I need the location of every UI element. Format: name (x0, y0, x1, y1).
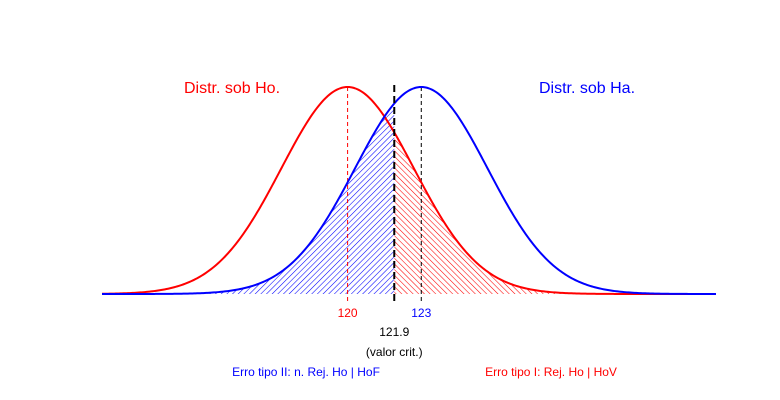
critical-value-caption: (valor crit.) (366, 345, 423, 359)
ha-density-curve (102, 85, 716, 295)
type-i-error-area (394, 132, 716, 294)
ho-distribution-label: Distr. sob Ho. (184, 80, 280, 97)
critical-value-tick-label: 121.9 (379, 325, 409, 339)
ho-density-curve (101, 85, 716, 295)
ha-mean-tick-label: 123 (411, 306, 431, 320)
type-ii-error-area (102, 103, 395, 295)
type-ii-error-annotation: Erro tipo II: n. Rej. Ho | HoF (232, 365, 380, 379)
ha-distribution-label: Distr. sob Ha. (539, 80, 635, 97)
ho-mean-tick-label: 120 (338, 306, 358, 320)
type-i-error-annotation: Erro tipo I: Rej. Ho | HoV (485, 365, 617, 379)
